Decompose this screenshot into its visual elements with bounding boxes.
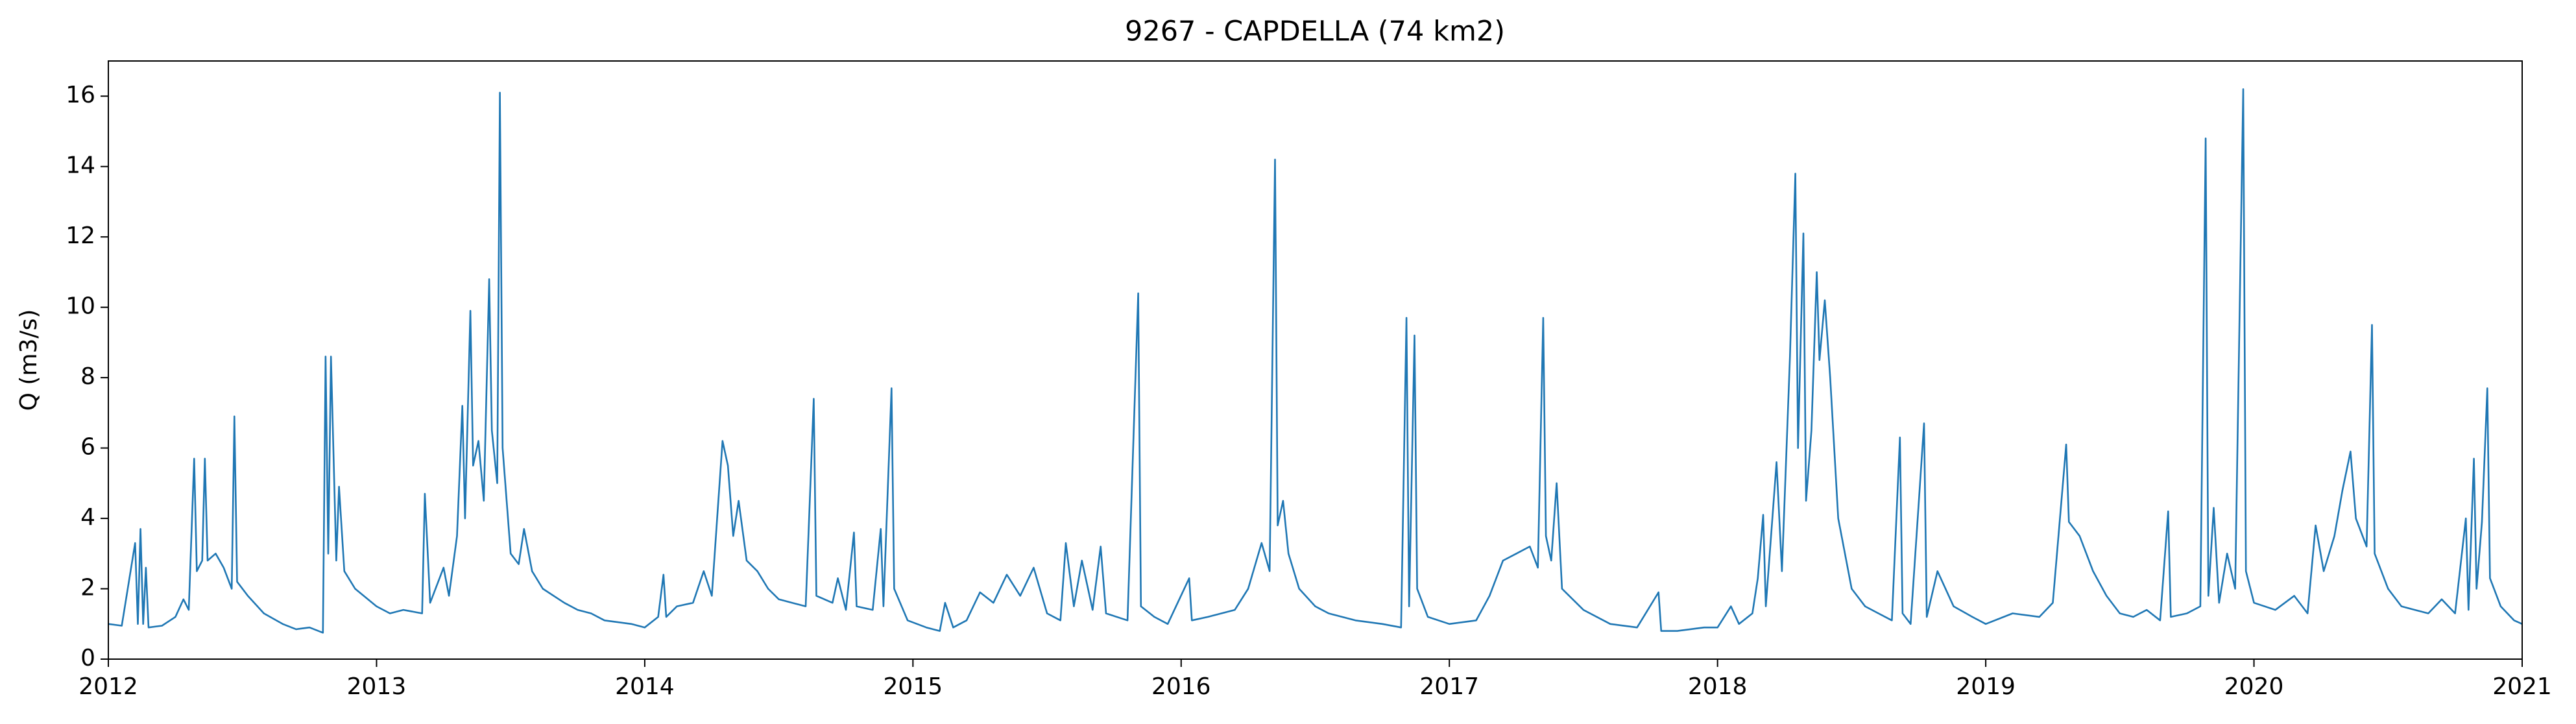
y-tick-label: 4 — [80, 504, 95, 531]
x-tick-label: 2020 — [2224, 673, 2284, 700]
y-axis-label: Q (m3/s) — [16, 309, 42, 411]
y-tick-label: 14 — [66, 152, 95, 179]
x-tick-label: 2013 — [347, 673, 407, 700]
y-tick-label: 2 — [80, 575, 95, 601]
x-tick-label: 2015 — [884, 673, 943, 700]
plot-frame — [108, 60, 2523, 660]
y-tick-label: 8 — [80, 363, 95, 390]
data-line — [108, 88, 2523, 634]
y-tick-label: 0 — [80, 645, 95, 671]
chart-title: 9267 - CAPDELLA (74 km2) — [1125, 16, 1505, 48]
x-tick-label: 2017 — [1419, 673, 1479, 700]
x-tick-label: 2018 — [1688, 673, 1748, 700]
y-tick-label: 10 — [66, 293, 95, 320]
y-tick-label: 16 — [66, 82, 95, 108]
x-tick-label: 2012 — [78, 673, 138, 700]
y-tick-label: 12 — [66, 223, 95, 249]
x-tick-label: 2014 — [615, 673, 675, 700]
x-tick-label: 2021 — [2492, 673, 2552, 700]
x-tick-label: 2019 — [1956, 673, 2016, 700]
x-tick-label: 2016 — [1151, 673, 1211, 700]
y-tick-label: 6 — [80, 434, 95, 461]
